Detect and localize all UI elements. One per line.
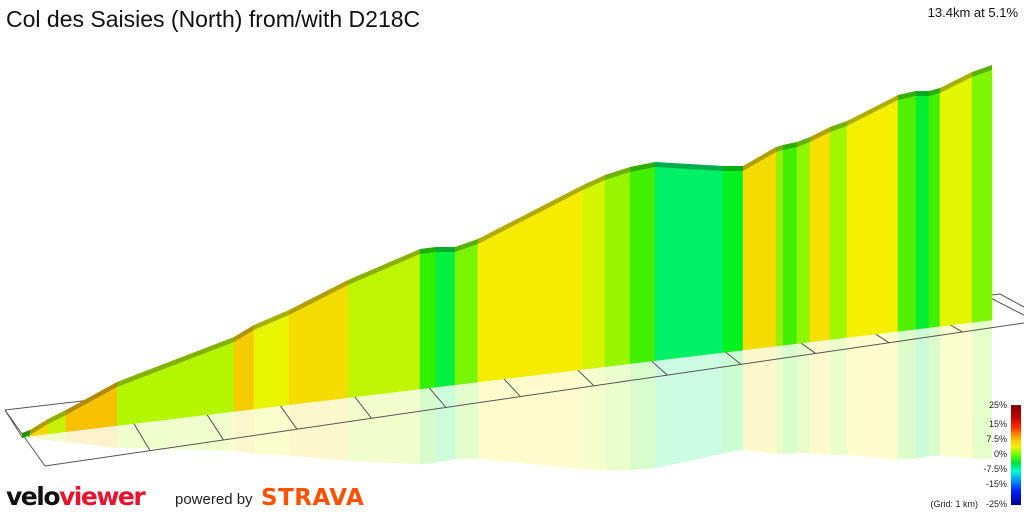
legend-label: -25% xyxy=(985,499,1007,509)
legend-label: -15% xyxy=(985,479,1007,489)
profile-reflection xyxy=(22,320,992,471)
legend-label: 0% xyxy=(993,449,1007,459)
veloviewer-logo[interactable]: veloviewer xyxy=(6,482,146,511)
profile-top-edge xyxy=(22,65,992,438)
legend-label: 7.5% xyxy=(986,434,1007,444)
legend-label: -7.5% xyxy=(983,464,1007,474)
legend-label: 25% xyxy=(988,400,1007,410)
page-title: Col des Saisies (North) from/with D218C xyxy=(6,6,421,32)
legend-label: 15% xyxy=(988,419,1007,429)
grid-scale-note: (Grid: 1 km) xyxy=(930,499,978,509)
logo-viewer-text: viewer xyxy=(59,482,146,511)
powered-by-text: powered by xyxy=(175,491,253,508)
climb-summary: 13.4km at 5.1% xyxy=(927,5,1018,20)
gradient-legend-bar xyxy=(1011,405,1021,505)
logo-velo-text: velo xyxy=(6,482,61,511)
strava-logo[interactable]: STRAVA xyxy=(261,485,365,511)
profile-segments xyxy=(21,69,993,439)
